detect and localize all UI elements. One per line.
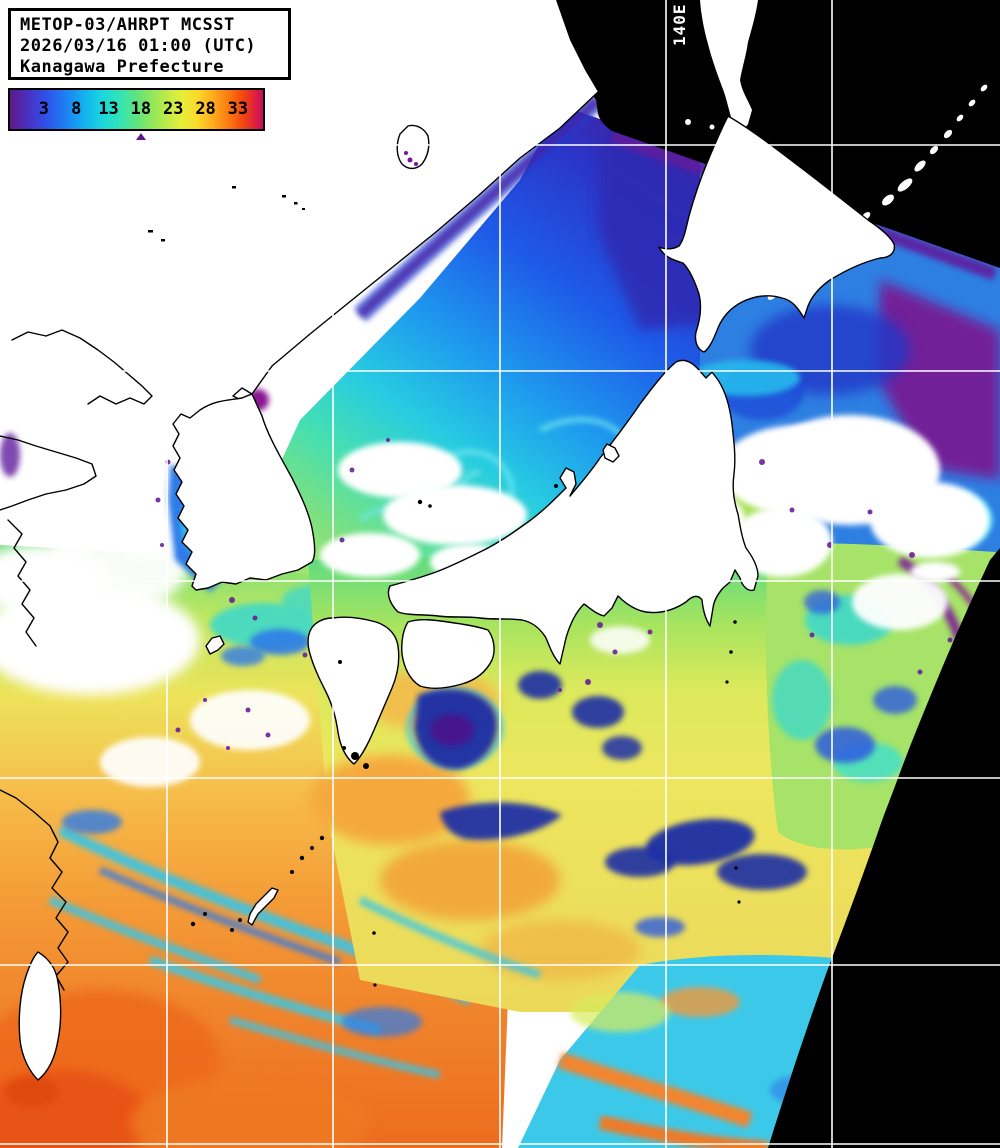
liaodong-coast: [11, 329, 153, 405]
rishiri-island: [396, 124, 430, 170]
colorbar-tick: 8: [71, 99, 82, 119]
sado-island: [602, 443, 620, 463]
taiwan: [18, 951, 62, 1081]
okinawa-island: [247, 887, 279, 926]
title-satellite: METOP-03/AHRPT MCSST: [20, 15, 235, 35]
colorbar-value-marker: [135, 133, 146, 140]
korea-peninsula: [172, 393, 316, 591]
sakhalin-island: [685, 0, 758, 130]
title-region: Kanagawa Prefecture: [20, 57, 224, 77]
purple-speckles: [155, 438, 953, 750]
hokkaido: [658, 115, 896, 353]
colorbar-tick: 23: [162, 99, 184, 119]
china-coast: [7, 519, 37, 647]
no-data-bottom-right: [768, 548, 1000, 1148]
kyushu: [307, 616, 400, 765]
east-offshore-green-field: [766, 543, 996, 850]
colorbar-tick: 3: [38, 99, 50, 119]
shikoku: [401, 619, 495, 689]
fujian-coast: [0, 789, 69, 991]
tsushima-island: [205, 635, 225, 655]
title-box: METOP-03/AHRPT MCSST 2026/03/16 01:00 (U…: [8, 8, 291, 80]
title-datetime: 2026/03/16 01:00 (UTC): [20, 36, 257, 56]
meridian-label: 140E: [670, 3, 689, 46]
temperature-colorbar: 3 8 13 18 23 28 33: [8, 88, 265, 140]
colorbar-tick: 33: [227, 99, 249, 119]
colorbar-tick: 18: [130, 99, 152, 119]
island-specks: [148, 186, 741, 987]
colorbar-tick: 28: [195, 99, 216, 119]
bottom-cyan-field: [518, 955, 862, 1148]
colorbar-tick: 13: [98, 99, 119, 119]
shandong-coast: [0, 435, 97, 511]
rishiri-cold-speckles: [404, 151, 418, 166]
